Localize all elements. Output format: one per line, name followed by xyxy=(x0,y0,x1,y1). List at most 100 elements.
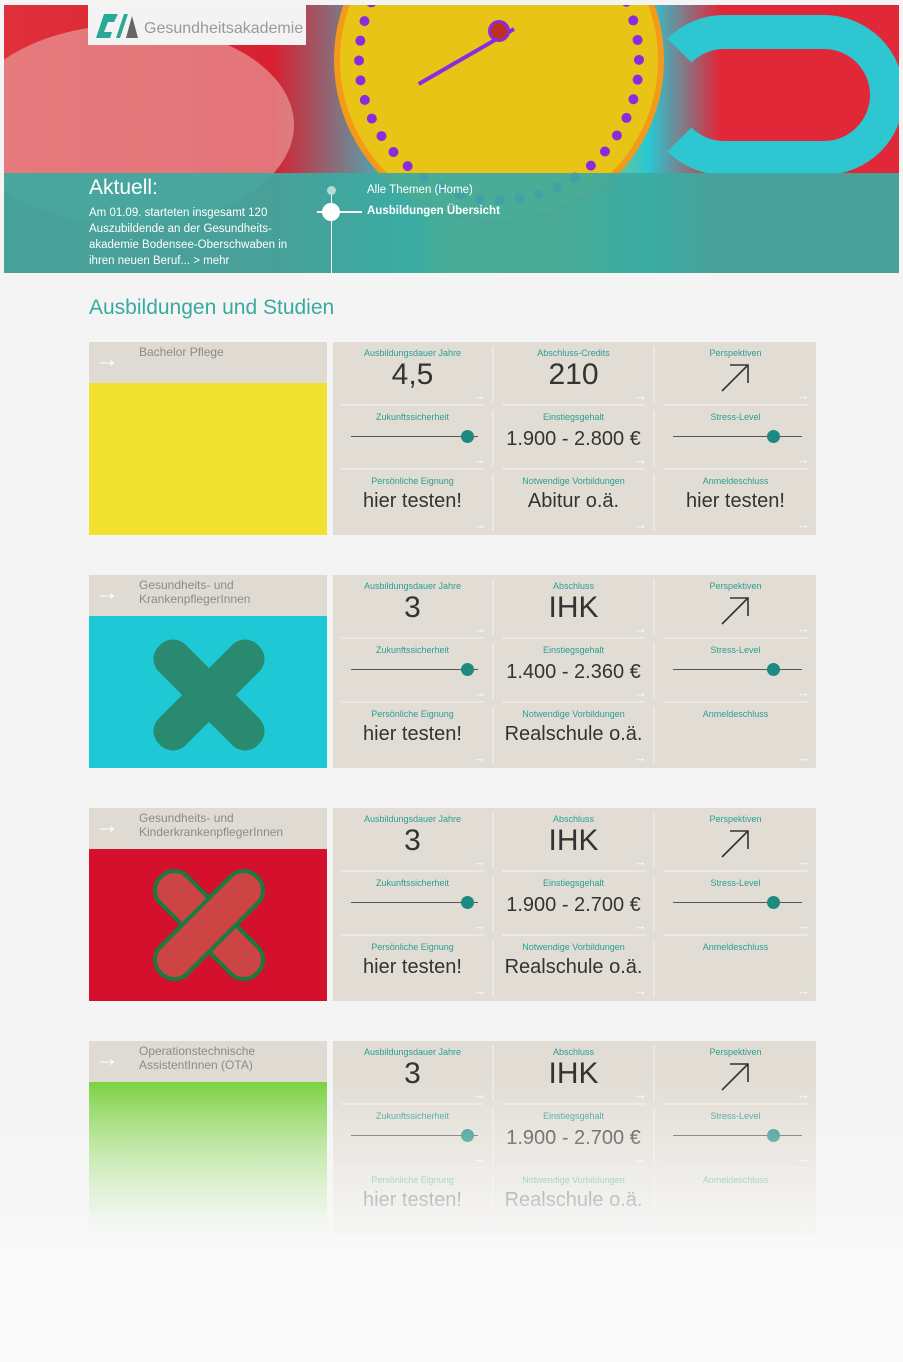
course-title[interactable]: → Operationstechnische AssistentInnen (OT… xyxy=(89,1041,327,1082)
deadline-value: hier testen! xyxy=(686,490,785,512)
arrow-up-right-icon xyxy=(720,364,749,392)
arrow-up-right-icon xyxy=(720,597,749,625)
arrow-right-icon[interactable]: → xyxy=(797,750,810,765)
arrow-right-icon[interactable]: → xyxy=(797,918,810,933)
arrow-right-icon[interactable]: → xyxy=(634,685,647,700)
cell-label: Abschluss xyxy=(552,1047,595,1057)
cell-prerequisite[interactable]: Notwendige Vorbildungen Realschule o.ä. → xyxy=(494,707,655,764)
nav-item-overview[interactable]: Ausbildungen Übersicht xyxy=(367,205,500,217)
cell-stress[interactable]: Stress-Level → xyxy=(655,410,816,470)
salary-value: 1.900 - 2.800 € xyxy=(506,428,641,450)
arrow-right-icon[interactable]: → xyxy=(473,517,486,532)
cell-label: Perspektiven xyxy=(709,814,762,824)
arrow-right-icon[interactable]: → xyxy=(473,621,486,636)
cell-label: Notwendige Vorbildungen xyxy=(522,709,625,719)
cell-future-security[interactable]: Zukunftssicherheit → xyxy=(333,410,494,470)
news-title: Aktuell: xyxy=(89,176,158,199)
arrow-right-icon[interactable]: → xyxy=(473,685,486,700)
slider-knob xyxy=(460,430,474,443)
prerequisite-value: Realschule o.ä. xyxy=(504,723,643,745)
arrow-right-icon[interactable]: → xyxy=(634,983,647,998)
cell-perspectives[interactable]: Perspektiven → xyxy=(655,346,816,406)
arrow-right-icon[interactable]: → xyxy=(797,388,810,403)
cell-aptitude[interactable]: Persönliche Eignung hier testen! → xyxy=(333,940,494,997)
cell-aptitude[interactable]: Persönliche Eignung hier testen! → xyxy=(333,474,494,531)
arrow-right-icon[interactable]: → xyxy=(797,452,810,467)
cell-label: Zukunftssicherheit xyxy=(375,412,450,422)
cell-perspectives[interactable]: Perspektiven → xyxy=(655,812,816,872)
cell-salary[interactable]: Einstiegsgehalt 1.400 - 2.360 € → xyxy=(494,643,655,703)
logo[interactable]: Gesundheitsakademie xyxy=(88,5,306,45)
cell-duration[interactable]: Ausbildungsdauer Jahre 4,5 → xyxy=(333,346,494,406)
arrow-right-icon: → xyxy=(95,1045,119,1072)
arrow-right-icon[interactable]: → xyxy=(797,854,810,869)
nav-dot-current[interactable] xyxy=(322,203,340,221)
future-security-slider xyxy=(351,663,478,676)
stress-level-slider xyxy=(673,430,802,443)
cell-label: Einstiegsgehalt xyxy=(542,412,605,422)
aptitude-link[interactable]: hier testen! xyxy=(363,723,462,745)
cell-label: Zukunftssicherheit xyxy=(375,645,450,655)
cell-deadline[interactable]: Anmeldeschluss → xyxy=(655,707,816,764)
cell-salary[interactable]: Einstiegsgehalt 1.900 - 2.800 € → xyxy=(494,410,655,470)
cell-stress[interactable]: Stress-Level → xyxy=(655,643,816,703)
cell-prerequisite[interactable]: Notwendige Vorbildungen Abitur o.ä. → xyxy=(494,474,655,531)
future-security-slider xyxy=(351,896,478,909)
course-title[interactable]: → Gesundheits- und KrankenpflegerInnen xyxy=(89,575,327,616)
course-image xyxy=(89,849,327,1001)
arrow-right-icon[interactable]: → xyxy=(634,621,647,636)
cell-label: Zukunftssicherheit xyxy=(375,878,450,888)
arrow-right-icon[interactable]: → xyxy=(797,685,810,700)
aptitude-link[interactable]: hier testen! xyxy=(363,956,462,978)
arrow-right-icon[interactable]: → xyxy=(473,452,486,467)
course-title[interactable]: → Bachelor Pflege xyxy=(89,342,327,383)
arrow-right-icon[interactable]: → xyxy=(634,854,647,869)
arrow-right-icon[interactable]: → xyxy=(473,388,486,403)
cell-future-security[interactable]: Zukunftssicherheit → xyxy=(333,876,494,936)
slider-knob xyxy=(766,663,780,676)
cell-degree[interactable]: Abschluss-Credits 210 → xyxy=(494,346,655,406)
cell-label: Perspektiven xyxy=(709,348,762,358)
cell-future-security[interactable]: Zukunftssicherheit → xyxy=(333,643,494,703)
news-text[interactable]: Am 01.09. starteten insgesamt 120 Auszub… xyxy=(89,207,288,267)
arrow-right-icon[interactable]: → xyxy=(473,983,486,998)
course-title-text: Gesundheits- und KinderkrankenpflegerInn… xyxy=(139,811,284,839)
cell-prerequisite[interactable]: Notwendige Vorbildungen Realschule o.ä. → xyxy=(494,940,655,997)
cell-salary[interactable]: Einstiegsgehalt 1.900 - 2.700 € → xyxy=(494,876,655,936)
arrow-right-icon[interactable]: → xyxy=(473,750,486,765)
nav-item-home[interactable]: Alle Themen (Home) xyxy=(367,184,473,196)
cell-label: Ausbildungsdauer Jahre xyxy=(363,1047,462,1057)
arrow-right-icon[interactable]: → xyxy=(634,517,647,532)
course-image xyxy=(89,383,327,535)
arrow-right-icon[interactable]: → xyxy=(797,983,810,998)
cell-label: Stress-Level xyxy=(710,645,761,655)
cell-label: Persönliche Eignung xyxy=(371,709,454,719)
arrow-right-icon[interactable]: → xyxy=(473,918,486,933)
arrow-up-right-icon xyxy=(720,830,749,858)
cell-stress[interactable]: Stress-Level → xyxy=(655,876,816,936)
aptitude-link[interactable]: hier testen! xyxy=(363,490,462,512)
arrow-right-icon[interactable]: → xyxy=(634,388,647,403)
arrow-right-icon[interactable]: → xyxy=(797,621,810,636)
arrow-right-icon[interactable]: → xyxy=(634,918,647,933)
cell-deadline[interactable]: Anmeldeschluss hier testen! → xyxy=(655,474,816,531)
salary-value: 1.900 - 2.700 € xyxy=(506,894,641,916)
arrow-right-icon[interactable]: → xyxy=(473,854,486,869)
course-card: → Gesundheits- und KrankenpflegerInnen Au… xyxy=(89,575,816,768)
arrow-right-icon[interactable]: → xyxy=(634,750,647,765)
cell-deadline[interactable]: Anmeldeschluss → xyxy=(655,940,816,997)
arrow-right-icon[interactable]: → xyxy=(634,452,647,467)
duration-value: 3 xyxy=(404,824,421,857)
cell-perspectives[interactable]: Perspektiven → xyxy=(655,579,816,639)
slider-knob xyxy=(460,663,474,676)
cell-label: Perspektiven xyxy=(709,581,762,591)
nav-dot-home[interactable] xyxy=(327,186,336,195)
degree-value: IHK xyxy=(548,824,599,857)
cell-aptitude[interactable]: Persönliche Eignung hier testen! → xyxy=(333,707,494,764)
course-title[interactable]: → Gesundheits- und KinderkrankenpflegerIn… xyxy=(89,808,327,849)
arrow-right-icon[interactable]: → xyxy=(797,517,810,532)
